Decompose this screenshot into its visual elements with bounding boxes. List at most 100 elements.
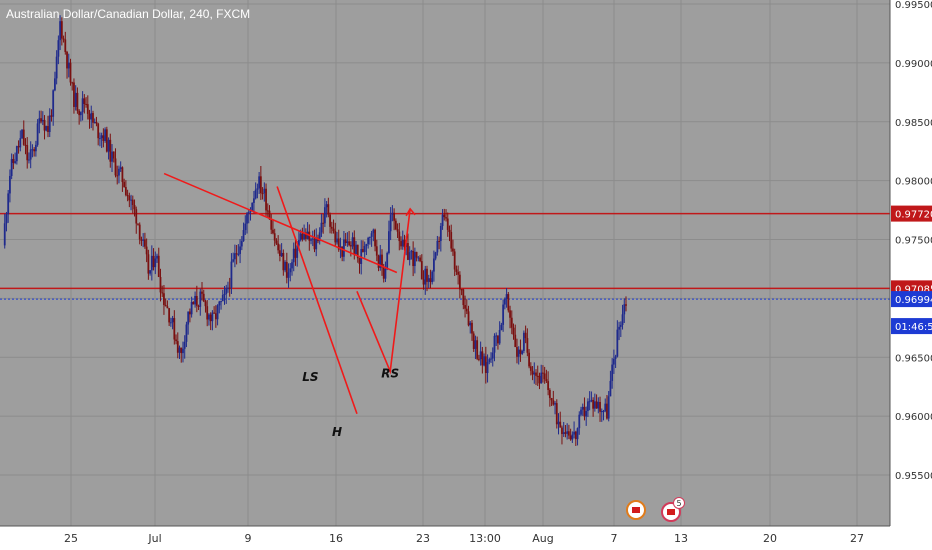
candle-body <box>318 232 321 242</box>
candle-body <box>67 62 70 69</box>
candle-body <box>50 115 53 117</box>
candle-body <box>12 158 15 163</box>
candle-body <box>396 229 399 232</box>
candle-body <box>265 188 267 211</box>
candle-body <box>41 119 44 122</box>
candle-body <box>5 214 8 224</box>
event-count-badge <box>673 497 685 509</box>
time-axis[interactable] <box>0 526 890 550</box>
calendar-flag-icon-mark <box>632 507 640 513</box>
current-price-tag-label: 0.96994 <box>895 295 932 306</box>
candle-body <box>595 401 598 409</box>
candle-body <box>410 250 413 253</box>
candles <box>3 15 627 446</box>
candle-body <box>211 312 214 322</box>
candle-body <box>228 287 231 289</box>
candle-body <box>407 243 409 260</box>
candle-body <box>149 270 151 274</box>
candle-body <box>580 409 582 415</box>
candle-body <box>465 308 468 312</box>
resistance-price-tag <box>891 205 932 222</box>
candle-body <box>178 347 181 353</box>
candle-body <box>10 158 13 176</box>
candle-body <box>81 98 84 113</box>
event-badges[interactable]: 5 <box>626 497 685 522</box>
candle-body <box>393 212 396 221</box>
candle-body <box>445 217 447 219</box>
time-tick-label: 23 <box>416 532 430 545</box>
candle-body <box>232 259 235 262</box>
candle-body <box>66 51 68 69</box>
candle-body <box>540 372 543 384</box>
candle-body <box>183 341 186 349</box>
candle-body <box>604 403 607 412</box>
price-axis[interactable] <box>890 0 932 550</box>
candle-body <box>285 261 288 278</box>
candle-body <box>545 379 548 382</box>
candle-body <box>34 144 37 152</box>
candle-body <box>201 291 203 294</box>
candle-body <box>17 146 20 148</box>
candle-body <box>599 401 601 412</box>
candle-body <box>417 257 420 259</box>
candle-body <box>351 237 354 247</box>
candle-body <box>548 389 551 399</box>
candle-body <box>78 110 81 116</box>
candle-body <box>436 240 439 253</box>
candle-body <box>99 138 101 140</box>
candle-body <box>145 246 148 255</box>
candle-body <box>486 361 489 374</box>
candle-body <box>112 151 115 159</box>
candle-body <box>329 214 331 227</box>
time-tick-label: 25 <box>64 532 78 545</box>
candle-body <box>488 359 491 362</box>
calendar-flag-icon-mark <box>667 509 675 515</box>
candle-body <box>60 21 63 39</box>
candle-body <box>450 232 453 249</box>
candle-body <box>498 330 501 344</box>
candle-body <box>368 236 371 238</box>
candle-body <box>375 246 378 256</box>
candle-body <box>441 214 444 227</box>
candle-body <box>458 274 461 290</box>
candle-body <box>505 294 508 299</box>
candle-body <box>282 252 285 271</box>
candle-body <box>413 251 416 267</box>
time-tick-label: 16 <box>329 532 343 545</box>
trendlines[interactable] <box>163 172 416 415</box>
candle-body <box>189 311 191 315</box>
candle-body <box>79 112 82 116</box>
candle-body <box>439 226 442 242</box>
candle-body <box>185 324 188 342</box>
candle-body <box>209 314 212 322</box>
candle-body <box>9 175 11 194</box>
candle-body <box>142 239 145 241</box>
candle-body <box>244 223 247 231</box>
candle-body <box>325 204 328 208</box>
candle-body <box>105 129 108 152</box>
candle-body <box>621 314 624 325</box>
candle-body <box>220 301 222 303</box>
countdown-tag <box>891 318 932 335</box>
candle-body <box>92 113 94 123</box>
candle-body <box>3 223 6 246</box>
candle-body <box>332 228 335 231</box>
candle-body <box>374 229 376 247</box>
candle-body <box>372 229 375 234</box>
candle-body <box>214 313 217 320</box>
countdown-tag-label: 01:46:54 <box>895 322 932 333</box>
candle-body <box>199 291 202 307</box>
candle-body <box>107 139 110 152</box>
candle-body <box>47 126 49 133</box>
trendline-neckline-break <box>276 186 358 415</box>
candle-body <box>256 188 259 190</box>
candle-body <box>55 56 58 79</box>
candle-body <box>45 126 48 131</box>
candle-body <box>526 338 529 353</box>
candle-body <box>420 261 423 280</box>
